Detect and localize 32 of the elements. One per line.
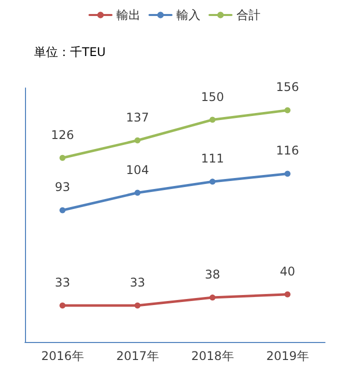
x-tick-label: 2017年: [116, 349, 159, 363]
data-label: 33: [54, 275, 70, 290]
point: [60, 302, 66, 308]
point: [134, 137, 140, 144]
data-label: 111: [201, 152, 224, 166]
point: [60, 154, 66, 161]
data-label: 137: [126, 110, 149, 124]
text: 単位：千TEU: [34, 45, 106, 59]
point: [210, 178, 216, 185]
data-label: 104: [126, 162, 149, 177]
legend-label: 輸入: [176, 8, 200, 22]
data-label: 150: [201, 90, 224, 104]
point: [210, 116, 216, 123]
data-label: 116: [276, 144, 299, 158]
data-label: 126: [51, 128, 74, 142]
point: [284, 170, 290, 177]
x-tick-label: 2018年: [191, 349, 234, 363]
x-tick-label: 2019年: [266, 349, 309, 363]
x-tick-label: 2016年: [41, 349, 84, 363]
point: [210, 294, 216, 301]
point: [134, 190, 140, 196]
data-label: 38: [204, 268, 220, 282]
data-label: 33: [130, 275, 146, 290]
legend-label: 輸出: [116, 8, 140, 22]
data-label: 93: [54, 180, 70, 194]
point: [60, 207, 66, 214]
legend-label: 合計: [236, 8, 260, 22]
point: [284, 291, 290, 298]
point: [134, 302, 140, 308]
data-label: 156: [276, 80, 299, 94]
data-label: 40: [280, 264, 296, 278]
point: [284, 107, 290, 114]
